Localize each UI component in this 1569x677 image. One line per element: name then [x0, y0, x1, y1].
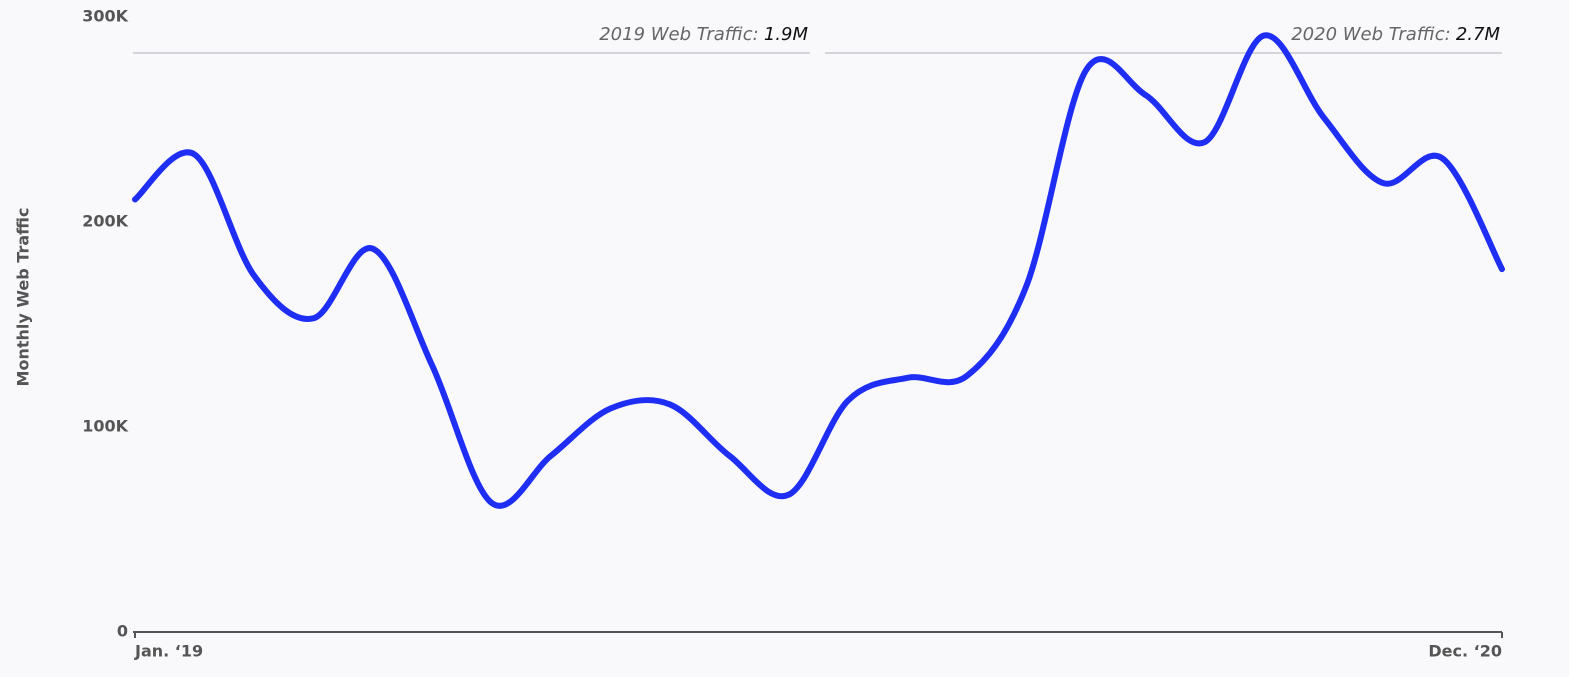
annotation: 2019 Web Traffic: 1.9M [599, 24, 808, 45]
annotation-label: 2020 Web Traffic: [1291, 24, 1451, 45]
y-tick-label: 300K [82, 7, 128, 26]
annotation-label: 2019 Web Traffic: [599, 24, 759, 45]
x-tick-label: Jan. ‘19 [134, 642, 203, 661]
y-axis-title: Monthly Web Traffic [14, 208, 33, 387]
annotation: 2020 Web Traffic: 2.7M [1291, 24, 1500, 45]
y-tick-label: 200K [82, 212, 128, 231]
y-tick-label: 0 [117, 622, 128, 641]
annotation-value: 1.9M [764, 24, 809, 45]
x-tick-label: Dec. ‘20 [1428, 642, 1502, 661]
y-tick-label: 100K [82, 417, 128, 436]
annotation-value: 2.7M [1456, 24, 1501, 45]
line [132, 32, 1505, 509]
